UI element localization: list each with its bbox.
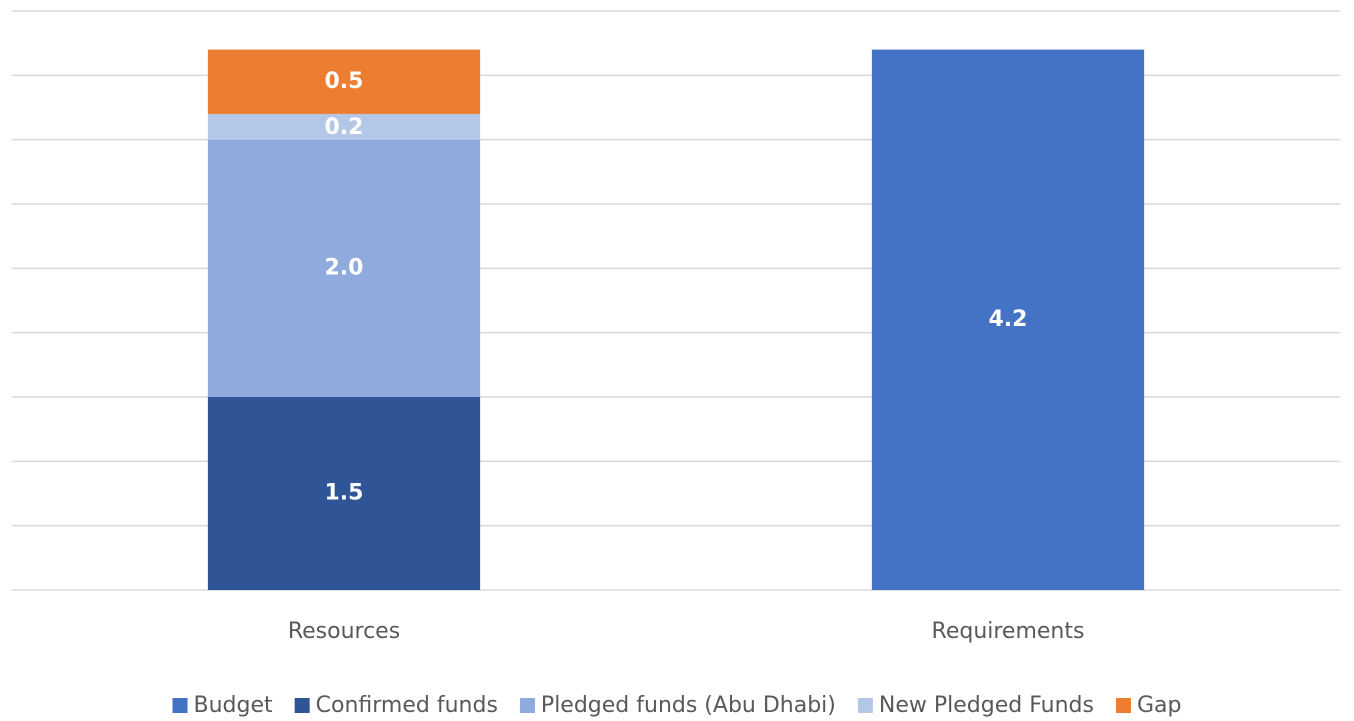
legend-swatch [519,698,535,713]
x-tick-label: Resources [288,619,400,644]
legend-label: Confirmed funds [316,693,498,718]
bar-segment [207,113,481,140]
legend-label: Gap [1137,693,1182,718]
legend-swatch [857,698,873,713]
data-label: 2.0 [325,255,364,280]
bar-segment [871,49,1145,591]
legend-swatch [294,698,310,713]
x-tick-label: Requirements [932,619,1085,644]
legend-label: Budget [194,693,274,718]
data-label: 0.5 [325,69,364,94]
bar-segment [207,49,481,114]
legend-swatch [1115,698,1131,713]
data-label: 1.5 [325,481,364,506]
bar-segment [207,139,481,397]
legend-label: New Pledged Funds [879,693,1094,718]
data-label: 0.2 [325,115,364,140]
data-label: 4.2 [989,307,1028,332]
bar-segment [207,397,481,590]
legend-label: Pledged funds (Abu Dhabi) [541,693,836,718]
legend-swatch [172,698,188,713]
